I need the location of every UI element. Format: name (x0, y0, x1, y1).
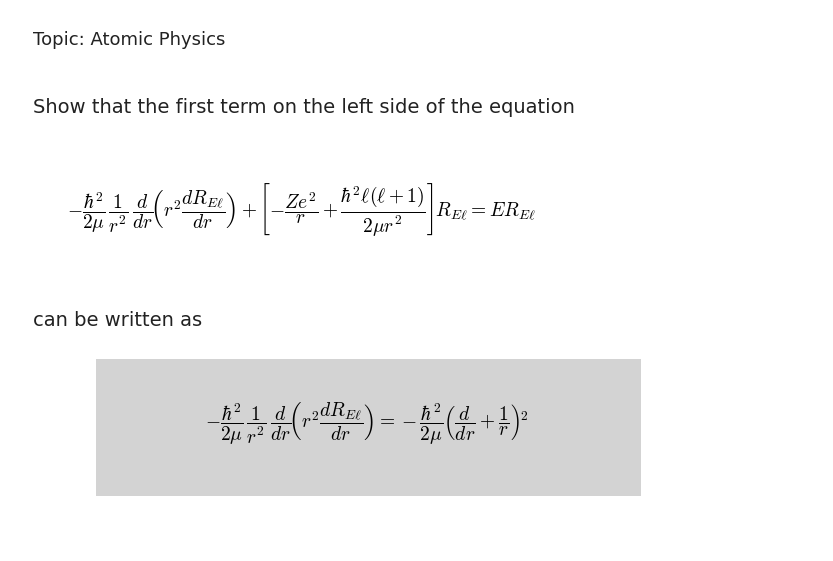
Text: $-\dfrac{\hbar^2}{2\mu}\,\dfrac{1}{r^2}\,\dfrac{d}{dr}\!\left(r^2\dfrac{dR_{E\el: $-\dfrac{\hbar^2}{2\mu}\,\dfrac{1}{r^2}\… (205, 401, 528, 447)
Text: $-\dfrac{\hbar^2}{2\mu}\,\dfrac{1}{r^2}\,\dfrac{d}{dr}\!\left(r^2\dfrac{dR_{E\el: $-\dfrac{\hbar^2}{2\mu}\,\dfrac{1}{r^2}\… (67, 182, 536, 239)
Text: Show that the first term on the left side of the equation: Show that the first term on the left sid… (33, 98, 576, 117)
Text: can be written as: can be written as (33, 311, 202, 330)
FancyBboxPatch shape (96, 359, 641, 496)
Text: Topic: Atomic Physics: Topic: Atomic Physics (33, 31, 226, 49)
